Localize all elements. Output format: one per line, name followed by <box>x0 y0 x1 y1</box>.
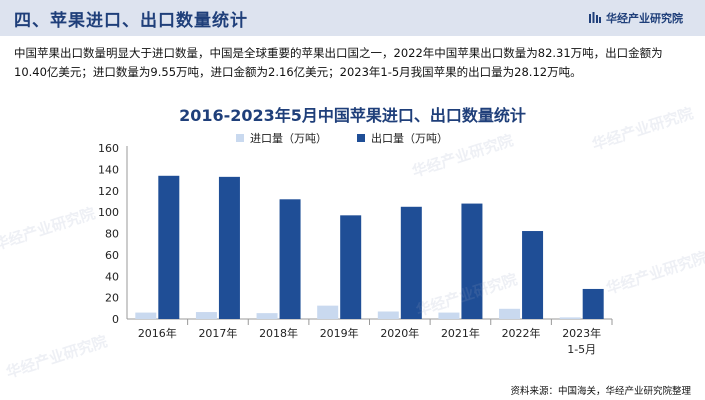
bar-import <box>317 305 339 319</box>
y-tick-label: 0 <box>112 313 119 326</box>
x-tick-label: 2019年 <box>320 326 359 340</box>
bar-import <box>135 312 157 319</box>
x-tick-label: 2020年 <box>380 326 419 340</box>
bar-import <box>499 308 521 319</box>
intro-paragraph: 中国苹果出口数量明显大于进口数量，中国是全球重要的苹果出口国之一，2022年中国… <box>14 46 663 79</box>
chart-title: 2016-2023年5月中国苹果进口、出口数量统计 <box>179 106 526 125</box>
y-tick-label: 20 <box>105 292 119 305</box>
y-tick-label: 100 <box>98 206 119 219</box>
chart-legend: 进口量（万吨） 出口量（万吨） <box>236 130 448 146</box>
legend-swatch-export <box>357 134 365 142</box>
y-tick-label: 80 <box>105 228 119 241</box>
bar-export <box>400 206 422 319</box>
x-tick-label: 2021年 <box>441 326 480 340</box>
y-tick-label: 140 <box>98 163 119 176</box>
bar-import <box>438 312 460 319</box>
y-tick-label: 60 <box>105 249 119 262</box>
bar-import <box>195 312 217 319</box>
legend-item-import: 进口量（万吨） <box>236 130 327 146</box>
x-tick-label: 2023年 <box>562 326 601 340</box>
page-title: 四、苹果进口、出口数量统计 <box>14 11 248 31</box>
bar-export <box>582 288 604 319</box>
bar-export <box>340 215 362 319</box>
y-tick-label: 120 <box>98 185 119 198</box>
bar-export <box>522 231 544 319</box>
legend-label-import: 进口量（万吨） <box>250 132 327 145</box>
y-tick-label: 160 <box>98 142 119 155</box>
header-bar: 四、苹果进口、出口数量统计 华经产业研究院 <box>0 0 705 36</box>
y-tick-label: 40 <box>105 270 119 283</box>
bar-import <box>256 313 278 319</box>
x-tick-label: 2017年 <box>198 326 237 340</box>
bar-import <box>377 311 399 319</box>
bar-export <box>279 199 301 319</box>
brand-name: 华经产业研究院 <box>606 12 683 25</box>
bar-import <box>559 317 581 319</box>
brand-logo-icon <box>589 12 601 24</box>
legend-label-export: 出口量（万吨） <box>371 132 448 145</box>
bar-export <box>158 175 180 319</box>
bar-export <box>218 176 240 319</box>
brand: 华经产业研究院 <box>589 10 683 26</box>
bar-export <box>461 203 483 319</box>
x-tick-label: 1-5月 <box>567 343 596 356</box>
legend-swatch-import <box>236 134 244 142</box>
x-tick-label: 2022年 <box>502 326 541 340</box>
x-tick-label: 2018年 <box>259 326 298 340</box>
source-note: 资料来源：中国海关，华经产业研究院整理 <box>510 386 691 397</box>
x-tick-label: 2016年 <box>138 326 177 340</box>
legend-item-export: 出口量（万吨） <box>357 130 448 146</box>
